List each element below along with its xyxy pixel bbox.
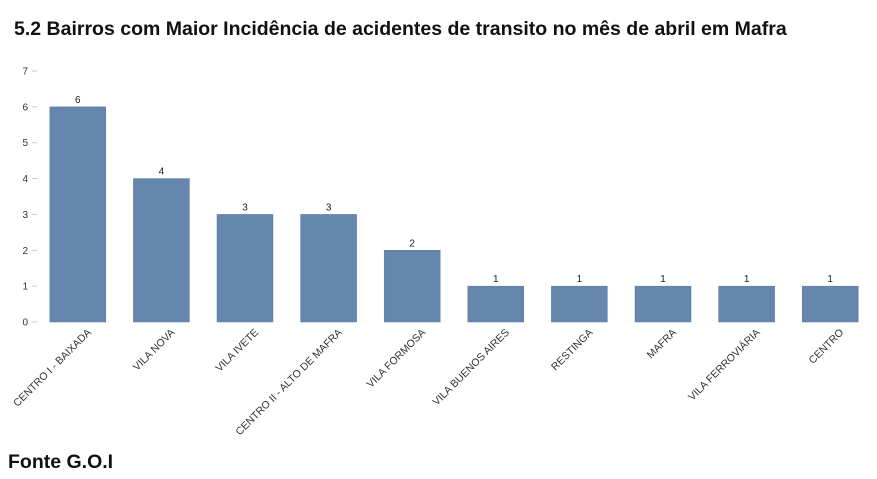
x-tick-label: VILA FERROVIÁRIA <box>685 326 762 403</box>
bar <box>467 285 525 323</box>
data-label: 1 <box>827 274 833 285</box>
x-tick-label: MAFRA <box>645 327 679 361</box>
y-tick-label: 1 <box>22 282 28 293</box>
value-labels: 6 4 3 3 2 1 1 1 1 1 <box>75 95 833 285</box>
bar <box>133 178 190 323</box>
y-tick-label: 3 <box>22 210 28 221</box>
data-label: 3 <box>242 202 248 213</box>
data-label: 1 <box>577 274 583 285</box>
x-tick-label: VILA IVETE <box>213 327 261 375</box>
data-label: 4 <box>159 167 165 178</box>
x-tick-label: RESTINGA <box>549 327 595 373</box>
bar <box>300 214 357 323</box>
bar <box>551 285 608 323</box>
bar <box>216 214 274 323</box>
x-tick-label: VILA BUENOS AIRES <box>430 327 512 409</box>
x-axis-labels: CENTRO I - BAIXADA VILA NOVA VILA IVETE CEN… <box>11 326 846 438</box>
x-tick-label: CENTRO <box>806 327 846 367</box>
data-label: 1 <box>493 274 499 285</box>
source-note: Fonte G.O.I <box>8 451 114 473</box>
bar <box>718 285 775 323</box>
data-label: 1 <box>660 274 666 285</box>
bar <box>801 285 859 323</box>
y-axis: 0 1 2 3 4 5 6 7 <box>22 67 37 329</box>
y-tick-label: 0 <box>22 318 28 329</box>
y-tick-label: 6 <box>22 102 28 113</box>
bar <box>383 250 441 323</box>
bars <box>49 106 859 323</box>
bar <box>634 285 692 323</box>
y-tick-label: 4 <box>22 174 28 185</box>
y-tick-label: 5 <box>22 138 28 149</box>
data-label: 2 <box>409 238 415 249</box>
x-tick-label: VILA FORMOSA <box>365 327 429 391</box>
data-label: 1 <box>744 274 750 285</box>
x-tick-label: CENTRO I - BAIXADA <box>11 327 94 410</box>
data-label: 6 <box>75 95 81 106</box>
y-tick-label: 2 <box>22 246 28 257</box>
x-tick-label: VILA NOVA <box>131 327 178 374</box>
bar <box>49 106 107 323</box>
chart-title: 5.2 Bairros com Maior Incidência de acid… <box>14 18 787 40</box>
y-tick-label: 7 <box>22 67 28 78</box>
data-label: 3 <box>326 202 332 213</box>
